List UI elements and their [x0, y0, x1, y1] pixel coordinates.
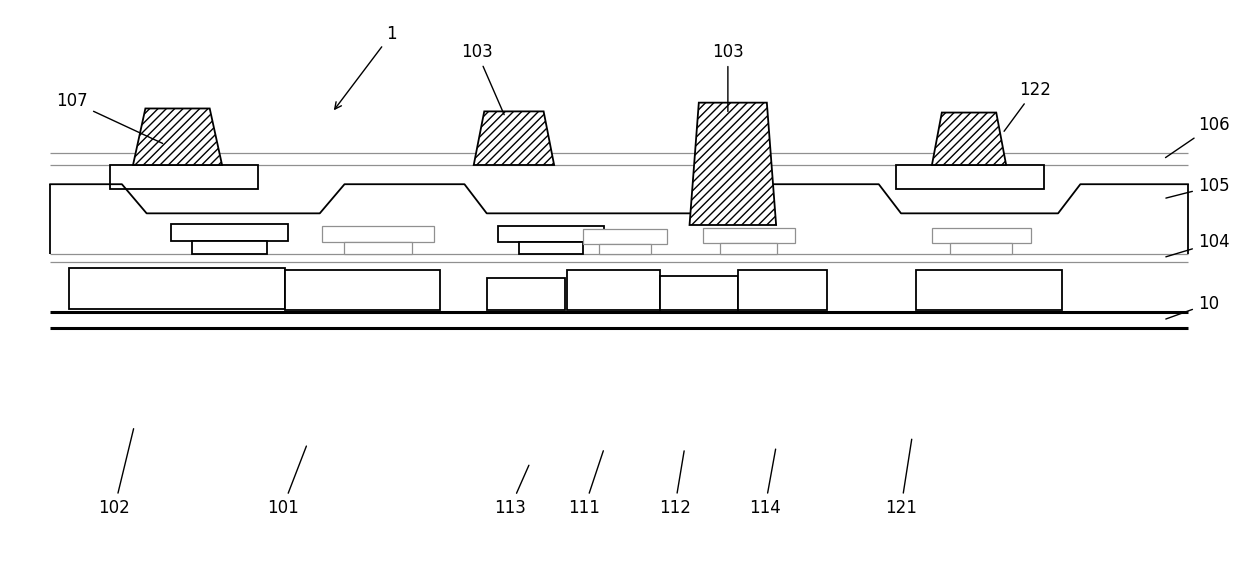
Bar	[171, 224, 289, 241]
Bar	[584, 229, 668, 244]
Bar	[567, 270, 660, 310]
Text: 103: 103	[461, 43, 504, 114]
Text: 102: 102	[99, 429, 134, 517]
Bar	[344, 242, 411, 254]
Text: 106: 106	[1166, 116, 1229, 158]
Text: 1: 1	[335, 25, 396, 109]
Bar	[487, 278, 565, 310]
Text: 107: 107	[57, 92, 162, 144]
Bar	[68, 267, 285, 310]
Bar	[109, 165, 258, 189]
Bar	[896, 165, 1044, 189]
Bar	[322, 226, 434, 242]
Polygon shape	[473, 112, 554, 165]
Bar	[737, 270, 826, 310]
Text: 111: 111	[569, 451, 603, 517]
Text: 113: 113	[494, 465, 529, 517]
Polygon shape	[932, 113, 1006, 165]
Text: 121: 121	[885, 439, 917, 517]
Bar	[285, 270, 440, 310]
Bar	[720, 243, 777, 254]
Text: 103: 103	[712, 43, 743, 112]
Bar	[703, 228, 795, 243]
Bar	[519, 242, 584, 254]
Polygon shape	[690, 103, 776, 225]
Text: 105: 105	[1166, 177, 1229, 198]
Text: 112: 112	[659, 451, 690, 517]
Text: 101: 101	[266, 446, 306, 517]
Bar	[950, 243, 1012, 254]
Text: 122: 122	[1004, 81, 1051, 131]
Bar	[660, 276, 737, 310]
Polygon shape	[133, 109, 222, 165]
Text: 10: 10	[1166, 295, 1219, 319]
Text: 104: 104	[1166, 234, 1229, 257]
Text: 114: 114	[750, 449, 781, 517]
Bar	[932, 228, 1031, 243]
Bar	[498, 226, 603, 242]
Bar	[600, 244, 652, 254]
Bar	[192, 241, 266, 254]
Bar	[916, 270, 1062, 310]
